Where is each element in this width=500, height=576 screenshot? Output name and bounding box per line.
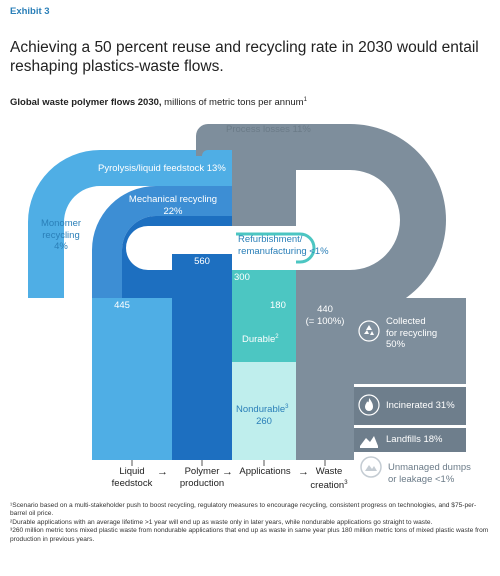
liquid-feedstock-value: 445 [114, 300, 130, 311]
waste-return-fill [232, 170, 296, 226]
stage-waste-text: creation [310, 479, 345, 491]
page-title: Achieving a 50 percent reuse and recycli… [10, 39, 479, 75]
footnotes: ¹Scenario based on a multi-stakeholder p… [10, 502, 492, 544]
subtitle-units: millions of metric tons per annum [161, 97, 304, 109]
incinerated-label: Incinerated 31% [386, 400, 455, 411]
unmanaged-label-line2: or leakage <1% [388, 473, 455, 485]
stage-liquid-feedstock: Liquid feedstock [110, 466, 154, 489]
pyrolysis-body [64, 298, 172, 460]
subtitle-bold: Global waste polymer flows 2030, [10, 97, 162, 109]
chart-subtitle: Global waste polymer flows 2030, million… [10, 97, 307, 108]
monomer-label-line1: Monomer [40, 218, 82, 229]
monomer-recycling-label: Monomer recycling 4% [32, 218, 90, 253]
waste-creation-value: 440 (= 100%) [298, 304, 352, 327]
nondurable-bar [232, 362, 296, 460]
durable-bar [232, 298, 296, 362]
polymer-production-bar [172, 254, 232, 460]
stage-arrow-3: → [298, 466, 309, 478]
footnote-3: ³260 million metric tons mixed plastic w… [10, 527, 489, 543]
stage-liquid-line2: feedstock [111, 477, 153, 489]
stage-applications: Applications [239, 466, 291, 477]
pyrolysis-loop [28, 150, 200, 460]
nondurable-footnote-ref: 3 [285, 404, 289, 410]
nondurable-label: Nondurable3 [236, 402, 288, 416]
subtitle-footnote-ref: 1 [303, 97, 307, 103]
stage-waste-creation: Waste creation3 [308, 466, 350, 491]
exhibit-number: Exhibit 3 [10, 6, 50, 17]
collected-return-loop [232, 124, 446, 316]
collected-label-line1: Collected [386, 316, 426, 327]
waste-value-line1: 440 [317, 304, 333, 315]
mechanical-recycling-label: Mechanical recycling 22% [118, 194, 228, 217]
collected-box [354, 298, 466, 384]
durable-footnote-ref: 2 [275, 334, 279, 340]
footnote-2: ²Durable applications with an average li… [10, 518, 433, 526]
stage-liquid-line1: Liquid [119, 466, 145, 477]
collected-label-line3: 50% [386, 339, 406, 350]
durable-label: Durable2 [242, 332, 279, 346]
stage-arrow-2: → [222, 466, 233, 478]
stage-arrow-1: → [157, 466, 168, 478]
monomer-label-line3: 4% [54, 241, 68, 252]
collected-label: Collected for recycling 50% [386, 316, 437, 351]
refurbishment-loop [236, 232, 316, 264]
dump-icon [360, 456, 382, 478]
polymer-production-value: 560 [194, 256, 210, 267]
flame-icon [358, 394, 380, 416]
durable-label-text: Durable [242, 334, 276, 346]
stage-polymer-line1: Polymer [184, 466, 220, 477]
unmanaged-label-line1: Unmanaged dumps [388, 462, 471, 473]
nondurable-label-text: Nondurable [236, 404, 286, 416]
stage-polymer-production: Polymer production [172, 466, 232, 489]
stage-waste-line1: Waste [315, 466, 343, 477]
unmanaged-label: Unmanaged dumps or leakage <1% [388, 462, 471, 485]
landfill-icon [360, 436, 378, 448]
stage-polymer-line2: production [179, 477, 225, 489]
nondurable-value: 260 [256, 416, 272, 427]
recycle-icon [358, 320, 380, 342]
mechanical-label-line1: Mechanical recycling [128, 194, 218, 205]
refurb-label-line1: Refurbishment/ [238, 234, 303, 245]
monomer-label-line2: recycling [42, 229, 80, 241]
monomer-loop [92, 186, 232, 298]
refurb-label-line2: remanufacturing <1% [238, 245, 329, 257]
process-losses-label: Process losses 11% [226, 124, 311, 135]
collected-label-line2: for recycling [386, 327, 438, 339]
applications-bar-top [232, 270, 296, 298]
process-losses-flow [196, 124, 232, 156]
landfills-label: Landfills 18% [386, 434, 443, 445]
waste-value-line2: (= 100%) [305, 315, 345, 327]
durable-value: 180 [270, 300, 286, 311]
pyrolysis-label: Pyrolysis/liquid feedstock 13% [98, 163, 226, 174]
stage-waste-line2: creation3 [308, 478, 350, 492]
footnote-1: ¹Scenario based on a multi-stakeholder p… [10, 502, 477, 518]
applications-value: 300 [234, 272, 250, 283]
pyrolysis-return [200, 150, 232, 186]
stage-waste-footnote-ref: 3 [344, 479, 348, 486]
refurbishment-label: Refurbishment/ remanufacturing <1% [238, 234, 329, 257]
mechanical-label-line2: 22% [163, 205, 183, 217]
waste-creation-bar [296, 270, 354, 460]
